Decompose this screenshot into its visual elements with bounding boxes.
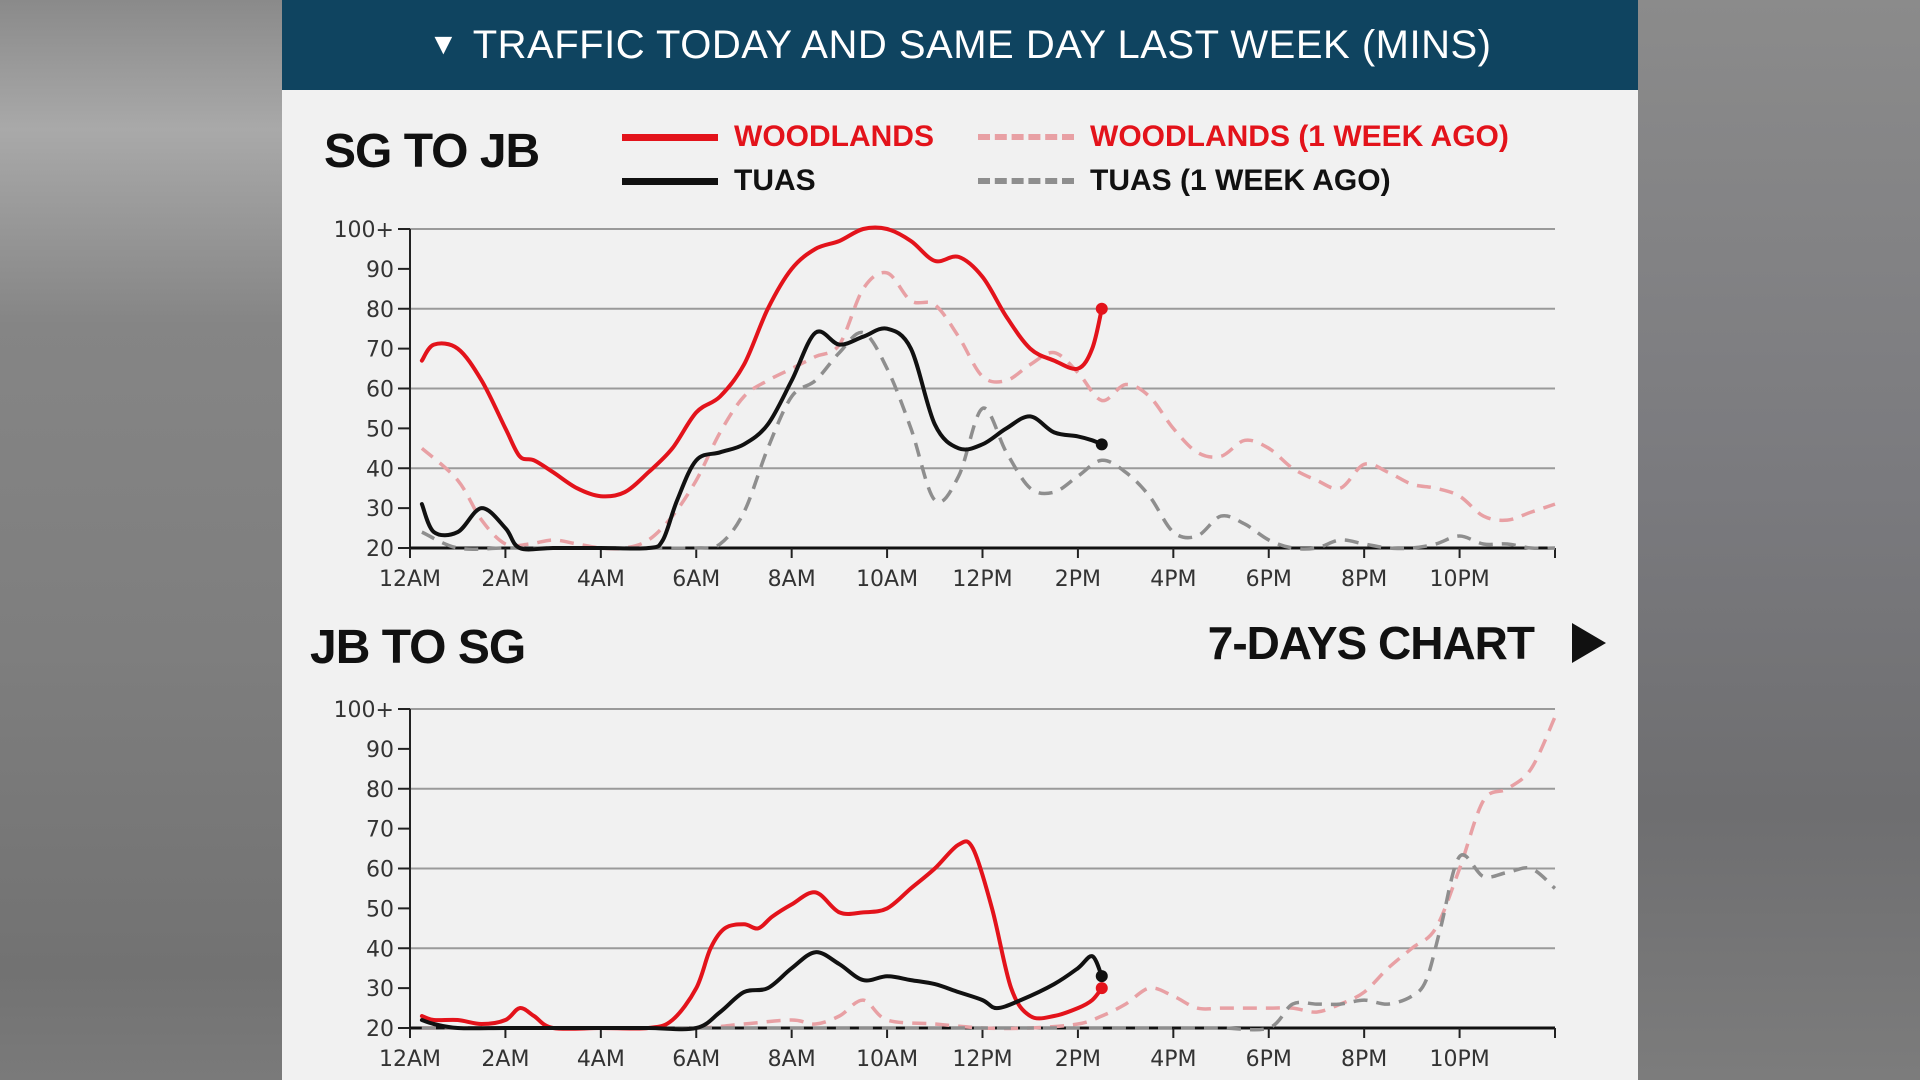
x-tick-label: 2PM — [1055, 1047, 1101, 1072]
sg-to-jb-title: SG TO JB — [324, 125, 540, 178]
x-tick-label: 6AM — [672, 567, 720, 592]
y-tick-label: 70 — [366, 818, 394, 843]
panel-header[interactable]: ▼ TRAFFIC TODAY AND SAME DAY LAST WEEK (… — [282, 0, 1638, 90]
jb-to-sg-title: JB TO SG — [310, 621, 526, 674]
y-tick-label: 40 — [366, 937, 394, 962]
series-line-tuas-1-week-ago — [421, 330, 1556, 551]
series-end-marker-tuas — [1095, 438, 1108, 451]
x-tick-label: 8PM — [1341, 1047, 1387, 1072]
y-tick-label: 30 — [366, 497, 394, 522]
x-tick-label: 6AM — [672, 1047, 720, 1072]
series-line-woodlands — [419, 225, 1104, 499]
triangle-down-icon: ▼ — [428, 28, 459, 61]
y-tick-label: 100+ — [334, 218, 394, 243]
x-tick-label: 6PM — [1246, 567, 1292, 592]
series-line-tuas-1-week-ago — [421, 853, 1557, 1032]
x-tick-label: 2AM — [481, 567, 529, 592]
legend-label-woodlands-prev: WOODLANDS (1 WEEK AGO) — [1090, 120, 1509, 153]
x-tick-label: 8PM — [1341, 567, 1387, 592]
y-tick-label: 90 — [366, 258, 394, 283]
y-tick-label: 40 — [366, 457, 394, 482]
x-tick-label: 8AM — [768, 1047, 816, 1072]
x-tick-label: 6PM — [1246, 1047, 1292, 1072]
seven-days-chart-link[interactable]: 7-DAYS CHART — [1208, 616, 1606, 670]
header-title: TRAFFIC TODAY AND SAME DAY LAST WEEK (MI… — [472, 22, 1492, 67]
x-tick-label: 10PM — [1429, 1047, 1489, 1072]
y-tick-label: 50 — [366, 417, 394, 442]
y-tick-label: 50 — [366, 897, 394, 922]
x-tick-label: 10AM — [856, 567, 918, 592]
series-line-woodlands — [419, 839, 1104, 1031]
series-line-woodlands-1-week-ago — [420, 270, 1556, 551]
x-tick-label: 12AM — [379, 567, 441, 592]
legend-label-tuas: TUAS — [734, 164, 816, 197]
y-tick-label: 60 — [366, 378, 394, 403]
x-tick-label: 12PM — [952, 1047, 1012, 1072]
x-tick-label: 12AM — [379, 1047, 441, 1072]
legend-swatch-tuas-prev — [978, 178, 1074, 184]
legend-swatch-woodlands-prev — [978, 134, 1074, 140]
legend-tuas: TUAS — [622, 164, 816, 198]
legend-swatch-woodlands — [622, 133, 718, 141]
y-tick-label: 30 — [366, 977, 394, 1002]
y-tick-label: 70 — [366, 338, 394, 363]
x-tick-label: 10AM — [856, 1047, 918, 1072]
y-tick-label: 20 — [366, 537, 394, 562]
x-tick-label: 2PM — [1055, 567, 1101, 592]
x-tick-label: 10PM — [1429, 567, 1489, 592]
x-tick-label: 8AM — [768, 567, 816, 592]
x-tick-label: 4AM — [577, 1047, 625, 1072]
y-tick-label: 80 — [366, 298, 394, 323]
play-arrow-icon — [1572, 623, 1606, 663]
x-tick-label: 2AM — [481, 1047, 529, 1072]
y-tick-label: 80 — [366, 778, 394, 803]
legend-woodlands-prev: WOODLANDS (1 WEEK AGO) — [978, 120, 1509, 154]
series-line-woodlands-1-week-ago — [421, 716, 1557, 1031]
legend-swatch-tuas — [622, 177, 718, 185]
traffic-panel: ▼ TRAFFIC TODAY AND SAME DAY LAST WEEK (… — [282, 0, 1638, 1080]
series-line-tuas — [419, 326, 1104, 552]
series-end-marker-woodlands — [1095, 982, 1108, 995]
sg-to-jb-chart: 20 30 40 50 60 70 80 90 100+ 12AM 2AM 4AM 6AM 8AM 10AM… — [334, 218, 1556, 592]
y-tick-label: 20 — [366, 1017, 394, 1042]
x-tick-label: 4PM — [1150, 1047, 1196, 1072]
legend-label-tuas-prev: TUAS (1 WEEK AGO) — [1090, 164, 1391, 197]
y-tick-label: 60 — [366, 858, 394, 883]
seven-days-label: 7-DAYS CHART — [1207, 617, 1535, 669]
legend-woodlands: WOODLANDS — [622, 120, 934, 154]
legend-label-woodlands: WOODLANDS — [734, 120, 934, 153]
x-tick-label: 4AM — [577, 567, 625, 592]
series-line-tuas — [419, 950, 1104, 1032]
x-tick-label: 4PM — [1150, 567, 1196, 592]
y-tick-label: 100+ — [334, 698, 394, 723]
background-right — [1638, 0, 1920, 1080]
y-tick-label: 90 — [366, 738, 394, 763]
series-end-marker-tuas — [1095, 970, 1108, 983]
series-end-marker-woodlands — [1095, 302, 1108, 315]
legend-tuas-prev: TUAS (1 WEEK AGO) — [978, 164, 1391, 198]
x-tick-label: 12PM — [952, 567, 1012, 592]
jb-to-sg-chart: 20 30 40 50 60 70 80 90 100+ 12AM 2AM 4AM 6AM 8AM 10AM… — [334, 698, 1557, 1072]
